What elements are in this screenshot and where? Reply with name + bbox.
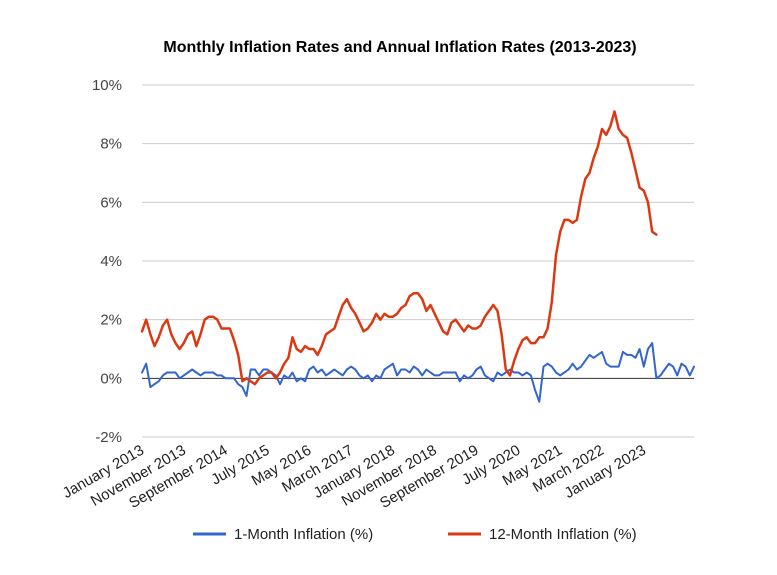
y-tick-label: 0% — [100, 370, 122, 387]
legend-label-12-month: 12-Month Inflation (%) — [489, 526, 637, 543]
legend-label-1-month: 1-Month Inflation (%) — [234, 526, 373, 543]
chart-title: Monthly Inflation Rates and Annual Infla… — [163, 39, 636, 56]
y-tick-label: 6% — [100, 194, 122, 211]
y-tick-label: 4% — [100, 253, 122, 270]
y-tick-label: 10% — [92, 77, 122, 94]
legend: 1-Month Inflation (%) 12-Month Inflation … — [193, 526, 637, 543]
y-tick-label: -2% — [95, 429, 122, 446]
y-tick-label: 8% — [100, 136, 122, 153]
series-line-12-month — [140, 110, 658, 386]
y-axis-labels: -2% 0% 2% 4% 6% 8% 10% — [92, 77, 122, 446]
series-line-1-month — [141, 342, 695, 403]
y-tick-label: 2% — [100, 312, 122, 329]
gridlines — [142, 84, 694, 438]
series-lines — [140, 110, 695, 403]
